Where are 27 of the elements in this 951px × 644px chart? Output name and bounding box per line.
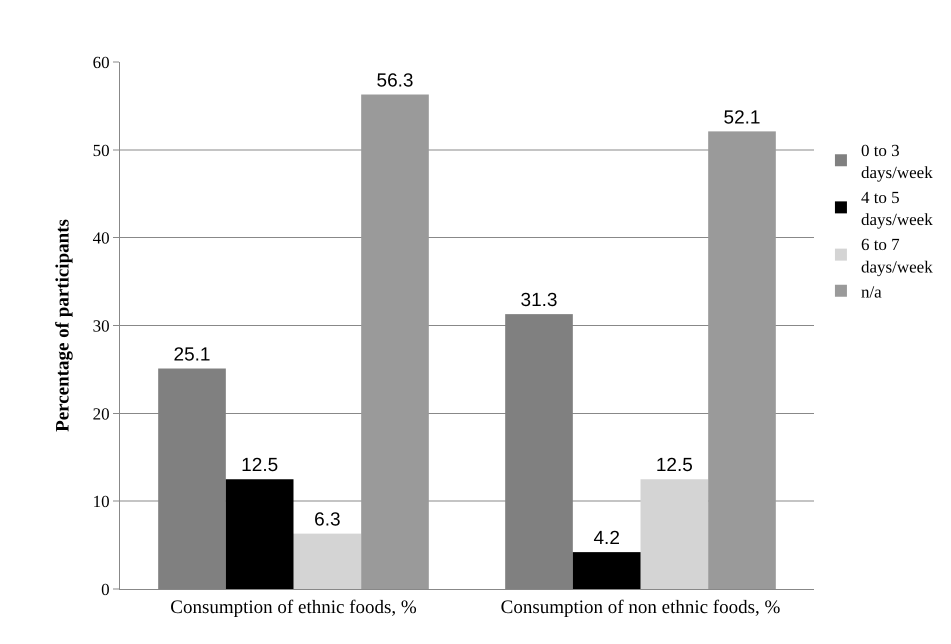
bar — [708, 131, 776, 589]
data-label: 52.1 — [724, 107, 760, 128]
y-tick-label: 30 — [92, 316, 110, 336]
y-tick-label: 60 — [92, 52, 110, 72]
data-label: 25.1 — [174, 344, 210, 366]
legend-label: 0 to 3 days/week — [860, 140, 934, 182]
bar — [572, 552, 640, 589]
y-tick-label: 50 — [92, 140, 110, 160]
data-label: 4.2 — [593, 528, 620, 550]
data-label: 6.3 — [314, 510, 341, 531]
bar — [361, 94, 429, 589]
data-label: 31.3 — [520, 290, 558, 312]
data-label: 12.5 — [656, 455, 693, 476]
y-tick-label: 10 — [92, 492, 110, 512]
y-tick-label: 0 — [101, 580, 110, 599]
y-tick-label: 20 — [92, 404, 110, 424]
y-axis-title: Percentage of participants — [52, 219, 74, 432]
x-tick-label: Consumption of ethnic foods, % — [170, 596, 417, 618]
bar — [226, 479, 294, 589]
data-label: 12.5 — [241, 455, 278, 476]
data-label: 56.3 — [376, 70, 414, 92]
legend-label: n/a — [860, 282, 882, 302]
bar — [640, 479, 708, 589]
y-tick-label: 40 — [92, 228, 110, 248]
bar — [294, 534, 362, 589]
legend-label: 4 to 5 days/week — [860, 188, 934, 230]
x-tick-label: Consumption of non ethnic foods, % — [500, 596, 781, 618]
